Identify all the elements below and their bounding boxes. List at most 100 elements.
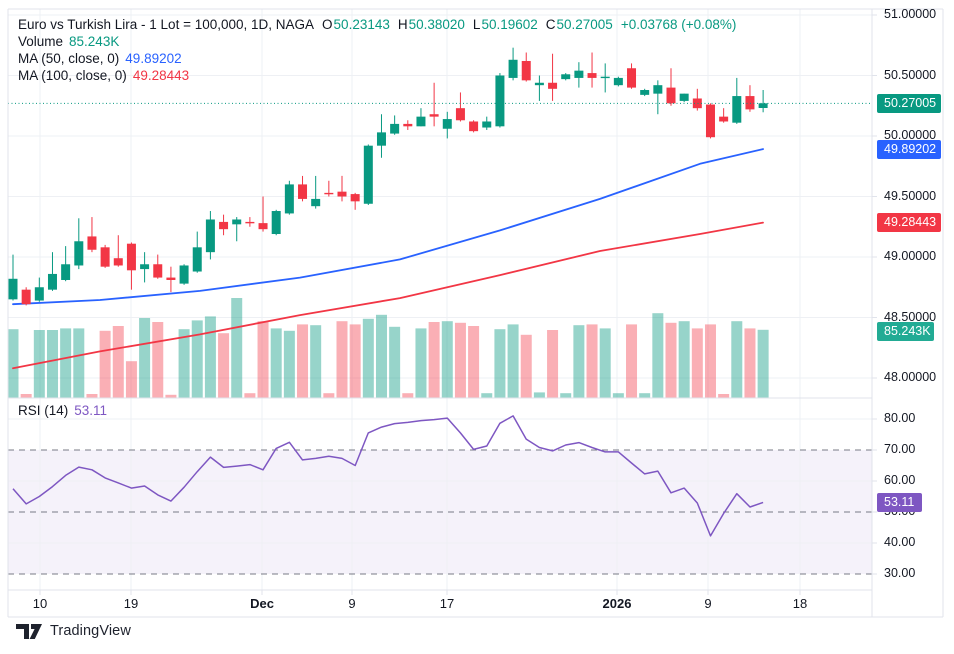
time-label: 17: [439, 596, 455, 611]
ma50-legend-row[interactable]: MA (50, close, 0) 49.89202: [18, 50, 736, 67]
candle-body: [232, 219, 242, 225]
candle-body: [166, 277, 176, 280]
volume-bar: [46, 330, 58, 398]
candle-body: [653, 85, 663, 94]
volume-bar: [7, 329, 19, 398]
rsi-tick: 80.00: [884, 411, 916, 425]
volume-bar: [191, 320, 203, 398]
volume-value-badge: 85.243K: [877, 322, 934, 341]
ohlc-close: C 50.27005: [545, 17, 613, 32]
price-tick: 49.00000: [884, 249, 937, 263]
candle-body: [376, 132, 386, 146]
volume-bar: [389, 326, 401, 398]
rsi-line: [12, 415, 764, 537]
volume-value: 85.243K: [69, 34, 120, 49]
candle-body: [719, 116, 729, 122]
volume-bar: [665, 322, 677, 398]
candlesticks: [8, 47, 768, 306]
candle-body: [324, 192, 334, 195]
candle-body: [100, 247, 110, 267]
candle-body: [455, 108, 465, 121]
candle-body: [350, 194, 360, 202]
rsi-value: 53.11: [74, 403, 108, 418]
ohlc-open: O 50.23143: [322, 17, 390, 32]
volume-bar: [402, 393, 414, 398]
candle-body: [219, 221, 229, 230]
rsi-tick: 40.00: [884, 535, 916, 549]
volume-bar: [704, 324, 716, 398]
candle-body: [640, 90, 650, 95]
symbol-title-row[interactable]: Euro vs Turkish Lira - 1 Lot = 100,000, …: [18, 16, 736, 33]
candle-body: [587, 73, 597, 78]
volume-bar: [112, 326, 124, 398]
price-tick: 49.50000: [884, 189, 937, 203]
time-label: Dec: [250, 596, 274, 611]
candle-body: [534, 82, 544, 86]
volume-bar: [270, 328, 282, 398]
candle-body: [600, 76, 610, 79]
candle-body: [732, 96, 742, 123]
volume-bar: [362, 318, 374, 398]
volume-bar: [560, 393, 572, 398]
tradingview-watermark[interactable]: TradingView: [16, 623, 131, 639]
volume-bar: [349, 324, 361, 398]
rsi-legend-row[interactable]: RSI (14) 53.11: [18, 402, 107, 419]
ma100-legend-row[interactable]: MA (100, close, 0) 49.28443: [18, 67, 736, 84]
volume-bar: [652, 313, 664, 398]
candle-body: [666, 87, 676, 104]
time-label: 9: [704, 596, 712, 611]
time-axis[interactable]: 10 19 Dec 9 17 2026 9 18: [0, 590, 873, 617]
volume-bar: [612, 393, 624, 398]
volume-bar: [573, 325, 585, 398]
volume-bar: [599, 328, 611, 398]
candle-body: [561, 74, 571, 80]
price-tick: 50.00000: [884, 128, 937, 142]
time-label: 2026: [602, 596, 632, 611]
volume-bar: [73, 328, 85, 398]
candle-body: [521, 60, 531, 81]
volume-bar: [336, 321, 348, 398]
volume-bar: [520, 334, 532, 398]
volume-bar: [454, 322, 466, 398]
volume-bar: [139, 318, 151, 398]
candle-body: [153, 264, 163, 278]
rsi-tick: 30.00: [884, 566, 916, 580]
candle-body: [34, 287, 44, 301]
candle-body: [8, 278, 18, 300]
candle-body: [140, 264, 150, 270]
candle-body: [613, 77, 623, 86]
volume-bar: [718, 394, 730, 398]
tradingview-logo-text: TradingView: [50, 623, 131, 639]
candle-body: [74, 241, 84, 266]
price-change: +0.03768 (+0.08%): [620, 17, 737, 32]
candle-body: [258, 223, 268, 230]
price-axis[interactable]: 51.00000 50.50000 50.00000 49.50000 49.0…: [873, 0, 954, 654]
candle-body: [113, 258, 123, 266]
price-tick: 50.50000: [884, 68, 937, 82]
volume-label: Volume: [18, 34, 64, 49]
time-label: 18: [792, 596, 808, 611]
candle-body: [311, 198, 321, 207]
volume-legend-row[interactable]: Volume 85.243K: [18, 33, 736, 50]
candle-body: [126, 243, 136, 271]
volume-bar: [428, 322, 440, 398]
price-tick: 48.50000: [884, 310, 937, 324]
symbol-legend: Euro vs Turkish Lira - 1 Lot = 100,000, …: [18, 16, 736, 84]
candle-body: [21, 289, 31, 305]
rsi-tick: 60.00: [884, 473, 916, 487]
candle-body: [416, 116, 426, 127]
time-label: 9: [348, 596, 356, 611]
candle-body: [495, 75, 505, 127]
candle-body: [390, 123, 400, 134]
candle-body: [679, 93, 689, 101]
candle-body: [205, 219, 215, 253]
candle-body: [705, 104, 715, 138]
ohlc-low: L 50.19602: [472, 17, 538, 32]
volume-bar: [20, 394, 32, 398]
ma50-price-badge: 49.89202: [877, 140, 941, 159]
volume-bar: [757, 329, 769, 398]
volume-bar: [533, 392, 545, 398]
volume-bar: [507, 324, 519, 398]
